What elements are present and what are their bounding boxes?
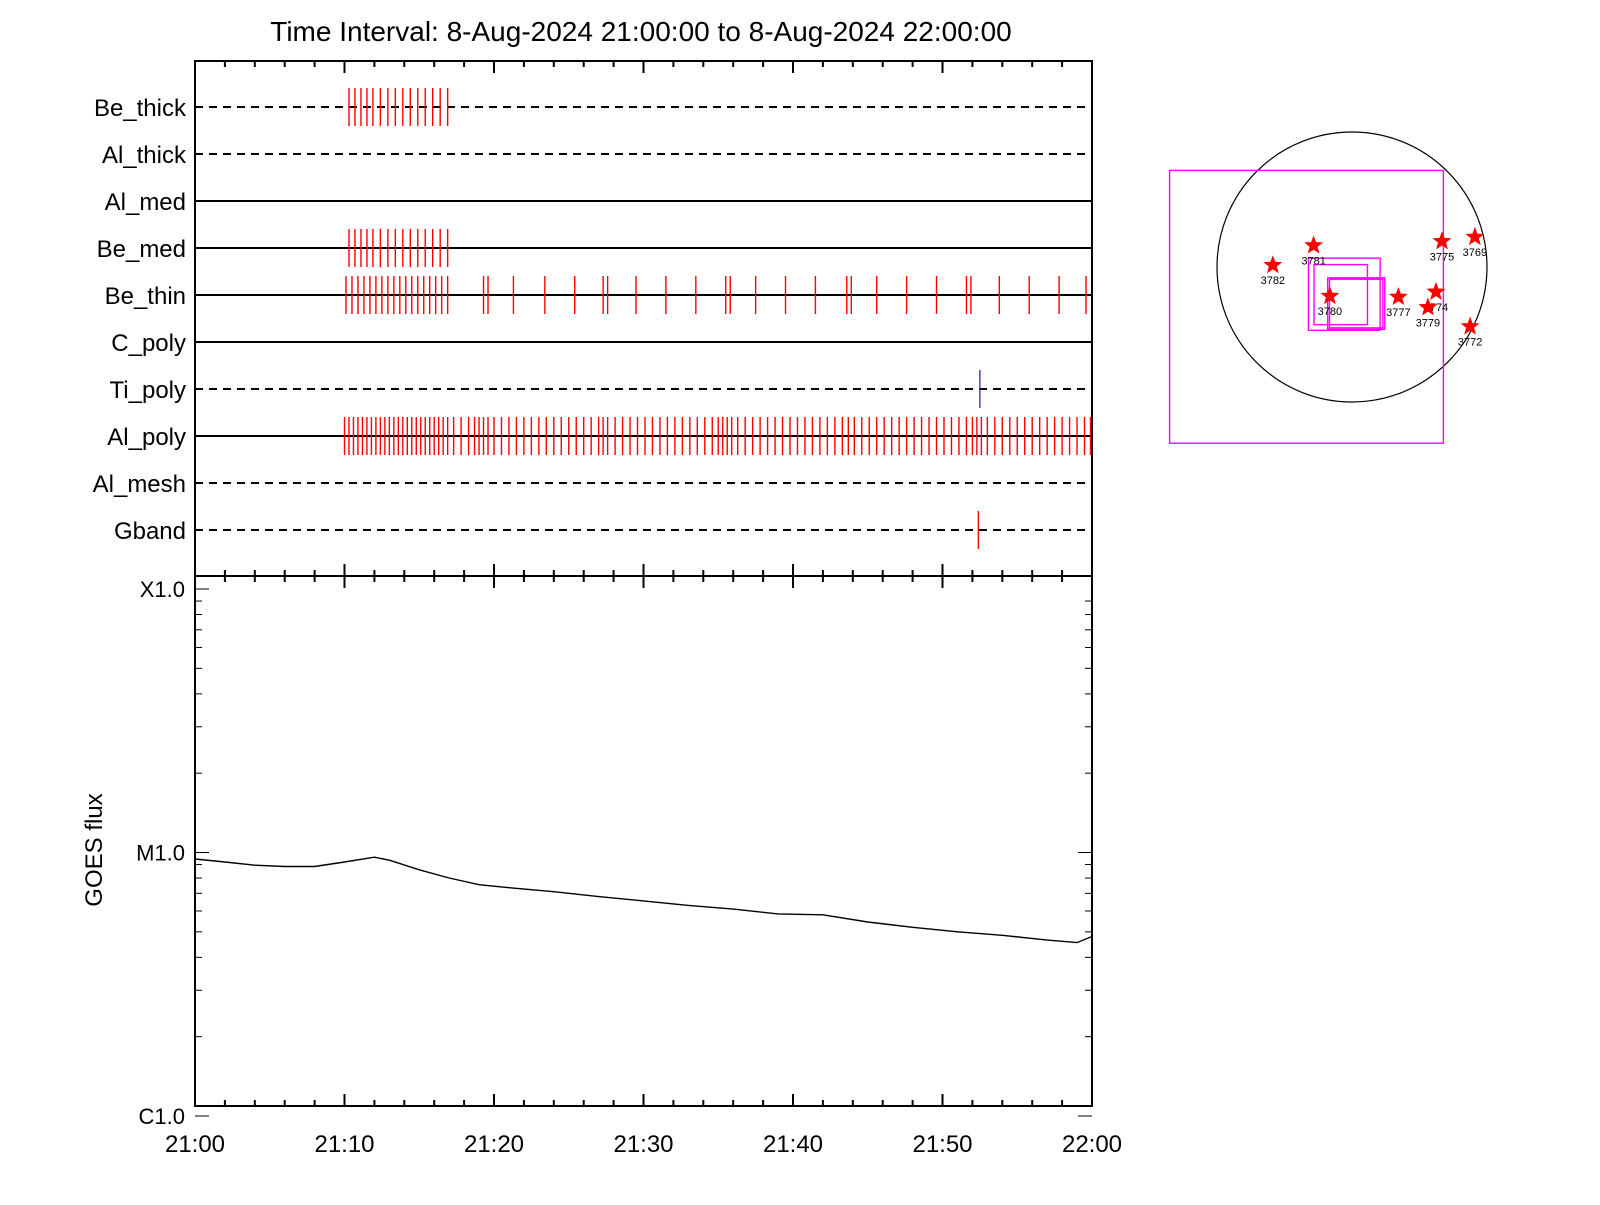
goes-frame bbox=[194, 575, 1093, 1107]
row-label-gband: Gband bbox=[114, 518, 186, 545]
row-label-al_thick: Al_thick bbox=[102, 142, 187, 169]
solar-disk bbox=[1216, 131, 1488, 403]
active-region-label: 3779 bbox=[1416, 317, 1440, 329]
active-region-marker bbox=[1418, 297, 1438, 316]
x-tick-label: 21:40 bbox=[763, 1131, 823, 1158]
active-region-marker bbox=[1304, 235, 1324, 254]
active-region-marker bbox=[1460, 316, 1480, 335]
row-label-c_poly: C_poly bbox=[111, 330, 186, 357]
active-region-label: 3780 bbox=[1318, 306, 1342, 318]
active-region-label: 3777 bbox=[1386, 307, 1410, 319]
row-label-ti_poly: Ti_poly bbox=[110, 377, 186, 404]
active-region-marker bbox=[1465, 227, 1485, 246]
active-region-marker bbox=[1388, 287, 1408, 305]
timeline-frame bbox=[194, 60, 1093, 577]
active-region-label: 3775 bbox=[1430, 251, 1454, 263]
active-region-label: 3769 bbox=[1463, 247, 1487, 259]
active-region-marker bbox=[1426, 281, 1446, 300]
row-label-al_mesh: Al_mesh bbox=[93, 471, 186, 498]
chart-title: Time Interval: 8-Aug-2024 21:00:00 to 8-… bbox=[270, 16, 1011, 47]
region-box bbox=[1328, 278, 1384, 329]
x-tick-label: 21:10 bbox=[314, 1131, 374, 1158]
y-tick-label: X1.0 bbox=[140, 577, 185, 602]
active-region-marker bbox=[1320, 286, 1340, 305]
active-region-marker bbox=[1432, 231, 1452, 250]
active-region-label: 3781 bbox=[1301, 255, 1325, 267]
active-region-label: 3772 bbox=[1458, 336, 1482, 348]
y-tick-label: M1.0 bbox=[136, 841, 185, 866]
region-box bbox=[1326, 277, 1386, 330]
active-region-label: 3782 bbox=[1261, 275, 1285, 287]
row-label-be_thick: Be_thick bbox=[94, 95, 187, 122]
y-tick-label: C1.0 bbox=[139, 1104, 185, 1129]
region-box bbox=[1168, 169, 1445, 444]
row-label-be_thin: Be_thin bbox=[105, 283, 186, 310]
row-label-al_poly: Al_poly bbox=[107, 424, 186, 451]
active-region-marker bbox=[1263, 255, 1283, 274]
goes-flux-panel: X1.0 M1.0 C1.0 GOES flux 21:00 21:10 21:20 21… bbox=[81, 575, 1122, 1158]
x-tick-label: 21:20 bbox=[464, 1131, 524, 1158]
x-tick-label: 21:30 bbox=[613, 1131, 673, 1158]
region-box bbox=[1307, 257, 1381, 331]
x-tick-label: 22:00 bbox=[1062, 1131, 1122, 1158]
x-tick-label: 21:50 bbox=[912, 1131, 972, 1158]
region-box bbox=[1313, 263, 1369, 326]
row-label-al_med: Al_med bbox=[105, 189, 186, 216]
row-label-be_med: Be_med bbox=[97, 236, 186, 263]
goes-flux-curve bbox=[194, 856, 1093, 944]
y-axis-label: GOES flux bbox=[81, 793, 108, 906]
event-timeline-panel: Be_thick Al_thick Al_med Be_med Be_thin C_pol… bbox=[93, 60, 1093, 577]
x-tick-label: 21:00 bbox=[165, 1131, 225, 1158]
